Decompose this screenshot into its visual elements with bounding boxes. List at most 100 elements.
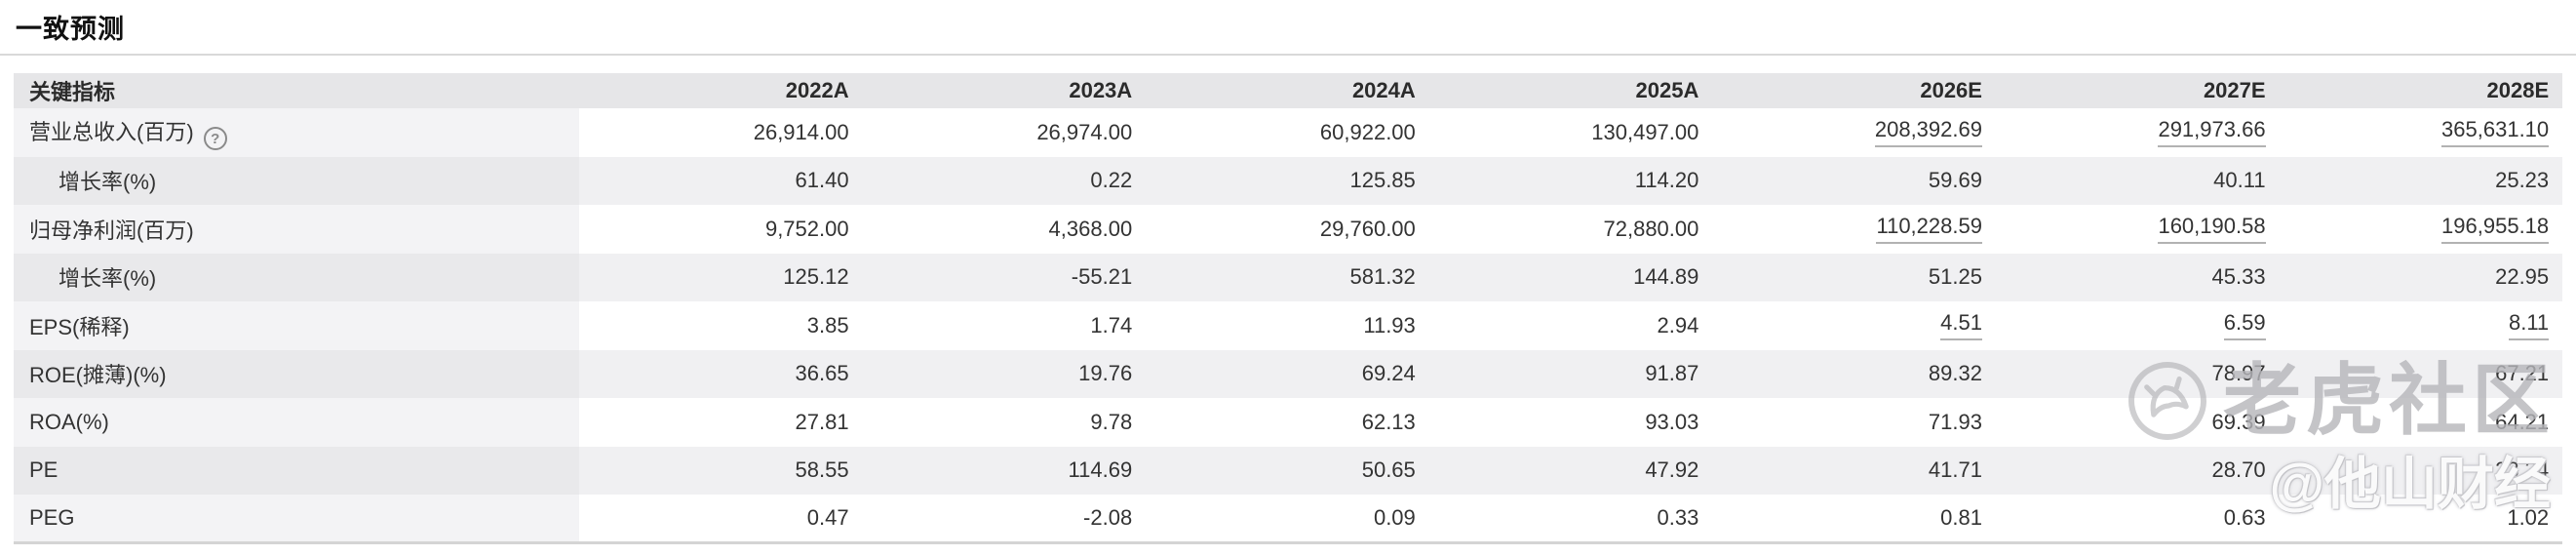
row-label: PE	[14, 446, 579, 495]
value-cell-2023a: 26,974.00	[862, 108, 1147, 157]
estimate-value: 160,190.58	[2158, 214, 2266, 245]
value-cell-2028e: 25.23	[2279, 156, 2563, 205]
column-header-2027e: 2027E	[2203, 78, 2266, 102]
value-cell-2025a: 114.20	[1428, 156, 1713, 205]
value-cell-2025a: 2.94	[1428, 301, 1713, 350]
value-cell-2022a: 3.85	[579, 301, 863, 350]
row-label-text: PEG	[29, 505, 75, 530]
page-title: 一致预测	[16, 15, 125, 44]
value-cell-2023a: 0.22	[862, 156, 1147, 205]
value-cell-2027e: 69.39	[1995, 398, 2280, 447]
value-cell-2022a: 61.40	[579, 156, 863, 205]
value-cell-2027e: 78.97	[1995, 349, 2280, 398]
table-row: 增长率(%) 61.40 0.22 125.85 114.20 59.69 40.11 25.…	[14, 156, 2563, 205]
row-label: PEG	[14, 495, 579, 543]
value-cell-2022a: 58.55	[579, 446, 863, 495]
value-cell-2026e: 110,228.59	[1712, 205, 1996, 254]
row-label-text: EPS(稀释)	[29, 314, 130, 339]
table-row: EPS(稀释) 3.85 1.74 11.93 2.94 4.51 6.59 8.11	[14, 301, 2563, 350]
row-label-text: 增长率(%)	[59, 266, 157, 292]
row-label: 增长率(%)	[14, 156, 579, 205]
value-cell-2022a: 9,752.00	[579, 205, 863, 254]
value-cell-2022a: 26,914.00	[579, 108, 863, 157]
estimate-value: 208,392.69	[1874, 117, 1982, 148]
value-cell-2024a: 125.85	[1146, 156, 1429, 205]
value-cell-2023a: 1.74	[862, 301, 1147, 350]
value-cell-2022a: 36.65	[579, 349, 863, 398]
value-cell-2027e: 0.63	[1995, 495, 2280, 543]
table-row: 归母净利润(百万) 9,752.00 4,368.00 29,760.00 72,880…	[14, 205, 2563, 254]
title-divider	[0, 54, 2576, 56]
estimate-value: 196,955.18	[2441, 214, 2550, 245]
value-cell-2022a: 27.81	[579, 398, 863, 447]
consensus-forecast-table: 关键指标 2022A 2023A 2024A 2025A 2026E 2027E 2028E…	[14, 73, 2563, 544]
value-cell-2023a: -55.21	[862, 253, 1147, 301]
value-cell-2028e: 23.34	[2279, 446, 2563, 495]
value-cell-2028e: 64.21	[2279, 398, 2563, 447]
estimate-value: 291,973.66	[2158, 117, 2266, 148]
value-cell-2026e: 59.69	[1712, 156, 1996, 205]
table-row: PEG 0.47 -2.08 0.09 0.33 0.81 0.63 1.02	[14, 495, 2563, 543]
value-cell-2027e: 45.33	[1995, 253, 2280, 301]
value-cell-2027e: 160,190.58	[1995, 205, 2280, 254]
column-header-2024a: 2024A	[1351, 78, 1416, 102]
value-cell-2027e: 28.70	[1995, 446, 2280, 495]
value-cell-2023a: 19.76	[862, 349, 1147, 398]
row-label-text: ROA(%)	[29, 409, 109, 434]
value-cell-2026e: 41.71	[1712, 446, 1996, 495]
value-cell-2026e: 0.81	[1712, 495, 1996, 543]
column-header-2026e: 2026E	[1920, 78, 1982, 102]
row-label: 营业总收入(百万)?	[14, 108, 579, 157]
value-cell-2027e: 40.11	[1995, 156, 2280, 205]
estimate-value: 8.11	[2508, 310, 2550, 341]
row-label: ROE(摊薄)(%)	[14, 349, 579, 398]
table-row: ROE(摊薄)(%) 36.65 19.76 69.24 91.87 89.32 78.97…	[14, 349, 2563, 398]
value-cell-2024a: 581.32	[1146, 253, 1429, 301]
estimate-value: 4.51	[1940, 310, 1982, 341]
value-cell-2024a: 62.13	[1146, 398, 1429, 447]
column-header-2023a: 2023A	[1069, 78, 1133, 102]
table-row: 增长率(%) 125.12 -55.21 581.32 144.89 51.25 45.33…	[14, 253, 2563, 301]
value-cell-2026e: 89.32	[1712, 349, 1996, 398]
help-icon[interactable]: ?	[203, 127, 227, 150]
value-cell-2025a: 144.89	[1428, 253, 1713, 301]
value-cell-2028e: 67.21	[2279, 349, 2563, 398]
table-header-row: 关键指标 2022A 2023A 2024A 2025A 2026E 2027E 2028E	[14, 73, 2563, 108]
estimate-value: 365,631.10	[2441, 117, 2550, 148]
column-header-key-metric: 关键指标	[29, 80, 116, 104]
row-label-text: 增长率(%)	[59, 170, 157, 195]
value-cell-2027e: 6.59	[1995, 301, 2280, 350]
value-cell-2025a: 130,497.00	[1428, 108, 1713, 157]
value-cell-2028e: 196,955.18	[2279, 205, 2563, 254]
value-cell-2022a: 125.12	[579, 253, 863, 301]
value-cell-2023a: -2.08	[862, 495, 1147, 543]
value-cell-2026e: 71.93	[1712, 398, 1996, 447]
value-cell-2028e: 8.11	[2279, 301, 2563, 350]
value-cell-2025a: 0.33	[1428, 495, 1713, 543]
table-row: ROA(%) 27.81 9.78 62.13 93.03 71.93 69.39 64.21	[14, 398, 2563, 447]
value-cell-2024a: 69.24	[1146, 349, 1429, 398]
column-header-2022a: 2022A	[785, 78, 849, 102]
table-row: PE 58.55 114.69 50.65 47.92 41.71 28.70 23.34	[14, 446, 2563, 495]
value-cell-2026e: 4.51	[1712, 301, 1996, 350]
column-header-2025a: 2025A	[1635, 78, 1699, 102]
row-label-text: 归母净利润(百万)	[29, 218, 194, 243]
value-cell-2022a: 0.47	[579, 495, 863, 543]
row-label: EPS(稀释)	[14, 301, 579, 350]
value-cell-2024a: 29,760.00	[1146, 205, 1429, 254]
value-cell-2023a: 9.78	[862, 398, 1147, 447]
row-label-text: ROE(摊薄)(%)	[29, 363, 167, 388]
value-cell-2025a: 47.92	[1428, 446, 1713, 495]
value-cell-2023a: 4,368.00	[862, 205, 1147, 254]
value-cell-2025a: 91.87	[1428, 349, 1713, 398]
value-cell-2026e: 208,392.69	[1712, 108, 1996, 157]
row-label-text: 营业总收入(百万)	[29, 119, 194, 144]
estimate-value: 110,228.59	[1876, 214, 1982, 245]
value-cell-2024a: 0.09	[1146, 495, 1429, 543]
row-label-text: PE	[29, 457, 59, 483]
value-cell-2025a: 72,880.00	[1428, 205, 1713, 254]
value-cell-2024a: 50.65	[1146, 446, 1429, 495]
value-cell-2027e: 291,973.66	[1995, 108, 2280, 157]
value-cell-2026e: 51.25	[1712, 253, 1996, 301]
